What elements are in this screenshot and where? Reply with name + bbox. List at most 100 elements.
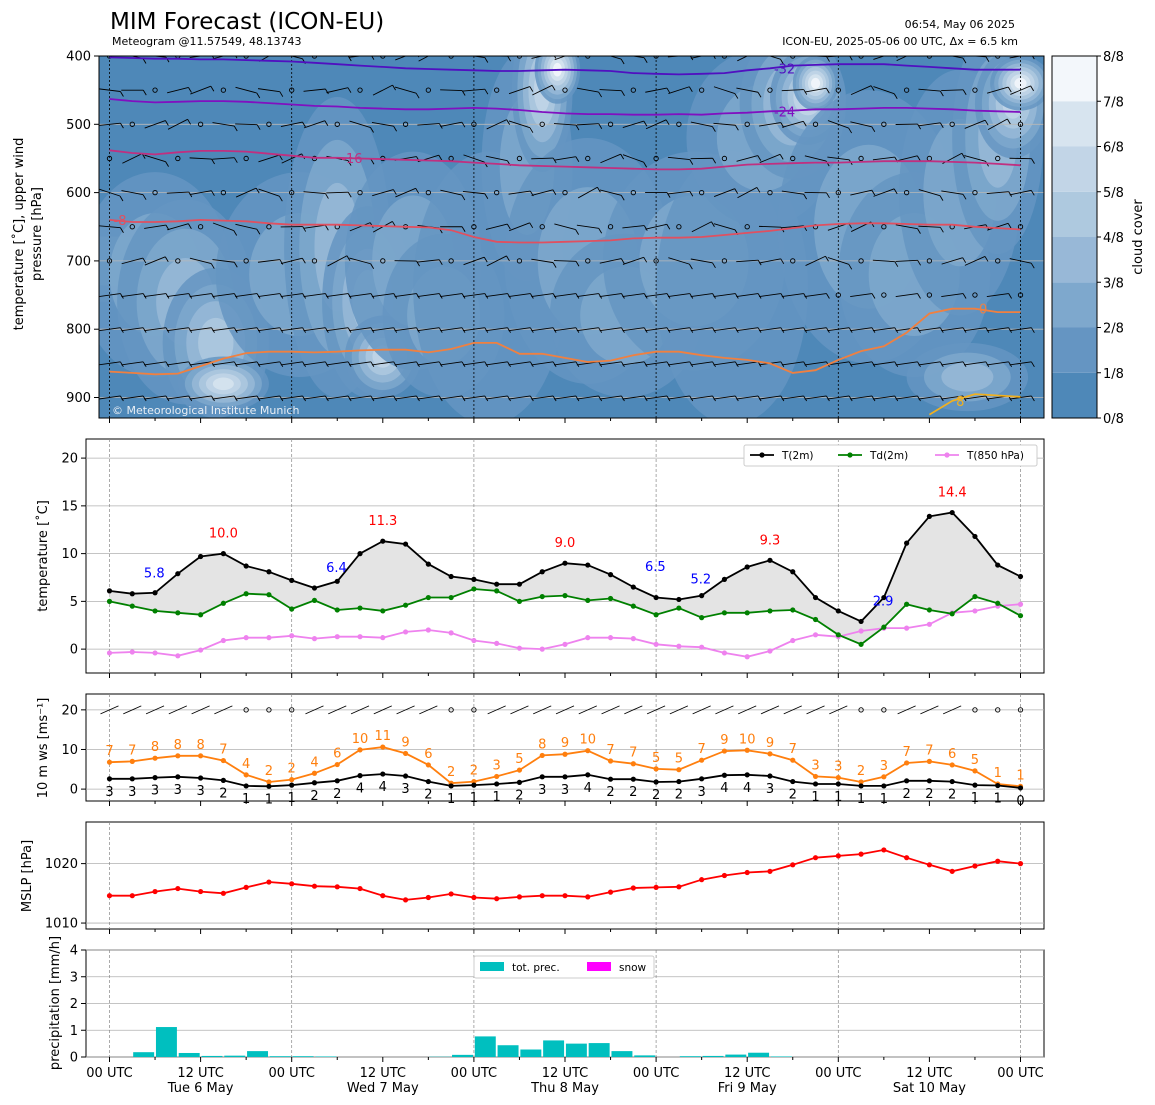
precip-bar bbox=[224, 1055, 246, 1057]
t850-point bbox=[1017, 601, 1024, 607]
colorbar-segment bbox=[1052, 101, 1097, 147]
t850-point bbox=[904, 625, 910, 631]
mslp-point bbox=[835, 853, 841, 859]
mean-wind-label: 1 bbox=[880, 792, 888, 807]
mean-wind-label: 3 bbox=[196, 784, 204, 799]
wind-barb-feather bbox=[393, 125, 398, 132]
wind-barb bbox=[1009, 395, 1032, 400]
wind-barb bbox=[166, 293, 189, 298]
wind-barb bbox=[668, 257, 690, 265]
cloud-cover-blob bbox=[1014, 77, 1027, 89]
wind-barb bbox=[667, 327, 690, 332]
wind-barb-feather bbox=[597, 187, 601, 193]
wind-barb bbox=[918, 361, 941, 366]
wind-barb-feather bbox=[917, 395, 921, 402]
wind-barb bbox=[167, 87, 189, 94]
issued-time: 06:54, May 06 2025 bbox=[905, 18, 1015, 31]
wind-barb bbox=[918, 395, 941, 400]
wind-barb-feather bbox=[643, 327, 648, 333]
wind-barb bbox=[576, 87, 599, 93]
wind-barb bbox=[895, 155, 918, 162]
temperature-frame bbox=[85, 438, 1045, 674]
t2m-point bbox=[790, 569, 796, 575]
td2m-point bbox=[220, 600, 226, 606]
wind-barb bbox=[554, 395, 576, 400]
wind-barb-feather bbox=[233, 361, 238, 368]
wind-barb-feather bbox=[324, 327, 329, 333]
wind-barb bbox=[212, 56, 226, 60]
mean-wind-point bbox=[653, 779, 659, 785]
wind-barb-feather bbox=[756, 187, 761, 193]
gust-label: 8 bbox=[196, 738, 204, 753]
wind-barb bbox=[827, 257, 849, 265]
precip-bar bbox=[679, 1056, 701, 1057]
t850-point bbox=[812, 632, 819, 638]
wind-barb-feather bbox=[440, 56, 441, 57]
gust-point bbox=[311, 770, 318, 776]
wind-barb bbox=[99, 361, 121, 366]
wind-barb-feather bbox=[279, 293, 284, 299]
wind-barb bbox=[608, 56, 622, 60]
gust-label: 7 bbox=[698, 742, 706, 757]
wind-barb-feather bbox=[780, 361, 785, 368]
gust-point bbox=[653, 766, 659, 772]
wind-barb bbox=[768, 56, 781, 60]
t2m-point bbox=[243, 563, 249, 569]
t850-point bbox=[494, 640, 500, 646]
wind-barb-feather bbox=[1030, 85, 1035, 92]
wind-barb bbox=[531, 189, 553, 196]
wind-barb bbox=[462, 395, 485, 400]
wind-barb bbox=[690, 395, 713, 400]
wind-barb-feather bbox=[1007, 223, 1012, 229]
precip-bar bbox=[155, 1027, 177, 1057]
wind-barb-feather bbox=[256, 124, 261, 130]
wind-barb bbox=[850, 293, 873, 298]
wind-barb-feather bbox=[233, 230, 238, 236]
isotherm-line bbox=[928, 393, 1021, 416]
wind-barb-calm bbox=[311, 56, 318, 59]
wind-barb-calm bbox=[721, 258, 728, 264]
mslp-point bbox=[972, 863, 978, 869]
mean-wind-label: 3 bbox=[401, 782, 409, 797]
cloud-cover-blob bbox=[941, 362, 994, 392]
wind-barb-feather bbox=[734, 93, 739, 99]
wind-barb-calm bbox=[152, 189, 158, 196]
wind-barb bbox=[576, 395, 599, 400]
wind-barb-calm bbox=[881, 292, 887, 298]
wind-barb-calm bbox=[858, 258, 864, 264]
wind-barb bbox=[508, 86, 530, 95]
legend-box bbox=[743, 444, 1038, 467]
wind-barb bbox=[394, 361, 417, 366]
wind-barb-feather bbox=[165, 395, 170, 402]
wind-barb bbox=[303, 88, 326, 92]
wind-barb bbox=[189, 293, 212, 298]
wind-barb-calm bbox=[926, 258, 933, 264]
wind-barb-feather bbox=[235, 56, 238, 59]
wind-barb bbox=[508, 361, 531, 366]
wind-barb bbox=[827, 56, 845, 58]
td2m-point bbox=[585, 597, 591, 604]
tmax-label: 9.3 bbox=[760, 533, 781, 548]
wind-barb bbox=[554, 156, 576, 161]
wind-barb bbox=[690, 293, 713, 298]
x-tick-label: 00 UTC bbox=[997, 1066, 1043, 1081]
t2m-point bbox=[471, 576, 477, 583]
wind-barb bbox=[235, 327, 258, 332]
td2m-point bbox=[516, 598, 523, 604]
wind-barb-feather bbox=[347, 361, 352, 368]
wind-barb-calm bbox=[1017, 292, 1024, 298]
wind-barb-feather bbox=[620, 195, 625, 201]
wind-barb-calm bbox=[835, 87, 841, 93]
wind-barb-feather bbox=[210, 85, 215, 92]
wind-barb bbox=[758, 225, 781, 228]
wind-barb bbox=[713, 395, 736, 400]
wind-barb-calm bbox=[220, 87, 227, 93]
wind-barb-feather bbox=[324, 395, 329, 402]
mslp-point bbox=[949, 868, 955, 874]
wind-barb-calm bbox=[790, 258, 796, 264]
wind-barb-feather bbox=[370, 293, 375, 299]
wind-barb bbox=[303, 293, 326, 298]
t2m-point bbox=[835, 608, 841, 614]
wind-barb bbox=[326, 191, 349, 194]
wind-barb bbox=[508, 120, 531, 129]
